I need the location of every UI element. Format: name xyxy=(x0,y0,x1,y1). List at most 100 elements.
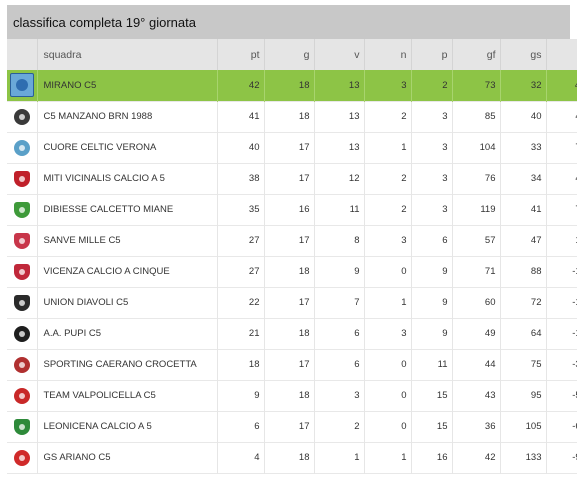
stat-dr: -31 xyxy=(572,359,577,370)
team-logo-cell xyxy=(7,256,38,287)
stat-gf: 36 xyxy=(452,411,501,442)
stat-dr: -15 xyxy=(572,328,577,339)
stat-p: 16 xyxy=(411,442,453,473)
stat-pt: 18 xyxy=(217,349,265,380)
team-crest-icon xyxy=(9,73,34,98)
header-team[interactable]: squadra xyxy=(37,39,218,70)
stat-v: 11 xyxy=(314,194,365,225)
header-gs[interactable]: gs xyxy=(500,39,547,70)
stat-p: 9 xyxy=(411,287,453,318)
stat-gf: 49 xyxy=(452,318,501,349)
header-v[interactable]: v xyxy=(314,39,365,70)
stat-p: 9 xyxy=(411,318,453,349)
stat-p: 3 xyxy=(411,163,453,194)
stat-pt: 27 xyxy=(217,256,265,287)
stat-p: 2 xyxy=(411,70,453,101)
heart-crest-icon xyxy=(13,139,30,156)
table-row[interactable]: DIBIESSE CALCETTO MIANE351611231194178 xyxy=(7,194,577,225)
stat-p: 3 xyxy=(411,132,453,163)
stat-pt: 21 xyxy=(217,318,265,349)
stat-p: 15 xyxy=(411,380,453,411)
stat-gs: 34 xyxy=(500,163,547,194)
stat-n: 3 xyxy=(364,318,412,349)
stat-v: 13 xyxy=(314,101,365,132)
stat-v: 6 xyxy=(314,349,365,380)
stat-n: 0 xyxy=(364,256,412,287)
team-crest-icon xyxy=(13,108,30,125)
header-p[interactable]: p xyxy=(411,39,453,70)
stat-gf: 73 xyxy=(452,70,501,101)
header-pt[interactable]: pt xyxy=(217,39,265,70)
team-name[interactable]: LEONICENA CALCIO A 5 xyxy=(37,411,218,442)
shield-crest-icon xyxy=(13,170,30,187)
round-crest-icon xyxy=(13,387,30,404)
round-crest-icon xyxy=(13,325,30,342)
stat-n: 0 xyxy=(364,349,412,380)
table-row[interactable]: CUORE CELTIC VERONA401713131043371 xyxy=(7,132,577,163)
header-n[interactable]: n xyxy=(364,39,412,70)
stat-v: 13 xyxy=(314,70,365,101)
team-name[interactable]: C5 MANZANO BRN 1988 xyxy=(37,101,218,132)
shield-crest-icon xyxy=(13,418,30,435)
team-logo-cell xyxy=(7,70,38,101)
team-name[interactable]: A.A. PUPI C5 xyxy=(37,318,218,349)
stat-p: 11 xyxy=(411,349,453,380)
stat-n: 3 xyxy=(364,225,412,256)
shield-crest-icon xyxy=(13,294,30,311)
team-logo-cell xyxy=(7,225,38,256)
stat-pt: 40 xyxy=(217,132,265,163)
team-name[interactable]: GS ARIANO C5 xyxy=(37,442,218,473)
team-logo-cell xyxy=(7,380,38,411)
header-logo xyxy=(7,39,38,70)
stat-pt: 35 xyxy=(217,194,265,225)
team-name[interactable]: TEAM VALPOLICELLA C5 xyxy=(37,380,218,411)
stat-pt: 27 xyxy=(217,225,265,256)
stat-gs: 41 xyxy=(500,194,547,225)
team-name[interactable]: UNION DIAVOLI C5 xyxy=(37,287,218,318)
stat-gf: 71 xyxy=(452,256,501,287)
team-name[interactable]: DIBIESSE CALCETTO MIANE xyxy=(37,194,218,225)
stat-pt: 41 xyxy=(217,101,265,132)
stat-dr: 78 xyxy=(546,194,577,225)
stat-n: 0 xyxy=(364,380,412,411)
header-dr[interactable]: dr xyxy=(546,39,577,70)
team-name[interactable]: VICENZA CALCIO A CINQUE xyxy=(37,256,218,287)
standings-title: classifica completa 19° giornata xyxy=(7,5,570,39)
stat-v: 9 xyxy=(314,256,365,287)
stat-dr: -91 xyxy=(572,452,577,463)
stat-dr: -52 xyxy=(572,390,577,401)
team-name[interactable]: CUORE CELTIC VERONA xyxy=(37,132,218,163)
stat-gf: 85 xyxy=(452,101,501,132)
team-name[interactable]: MITI VICINALIS CALCIO A 5 xyxy=(37,163,218,194)
header-gf[interactable]: gf xyxy=(452,39,501,70)
table-row[interactable]: SANVE MILLE C52717836574710 xyxy=(7,225,577,256)
table-row[interactable]: C5 MANZANO BRN 198841181323854045 xyxy=(7,101,577,132)
stat-v: 3 xyxy=(314,380,365,411)
team-name[interactable]: MIRANO C5 xyxy=(37,70,218,101)
stat-n: 1 xyxy=(364,132,412,163)
table-row[interactable]: MITI VICINALIS CALCIO A 538171223763442 xyxy=(7,163,577,194)
stat-g: 17 xyxy=(264,163,315,194)
team-name[interactable]: SANVE MILLE C5 xyxy=(37,225,218,256)
stat-g: 18 xyxy=(264,70,315,101)
header-g[interactable]: g xyxy=(264,39,315,70)
stat-gf: 119 xyxy=(452,194,501,225)
stat-gf: 104 xyxy=(452,132,501,163)
stat-pt: 38 xyxy=(217,163,265,194)
team-name[interactable]: SPORTING CAERANO CROCETTA xyxy=(37,349,218,380)
table-row[interactable]: MIRANO C542181332733241 xyxy=(7,70,577,101)
stat-n: 3 xyxy=(364,70,412,101)
stat-g: 17 xyxy=(264,411,315,442)
stat-gs: 105 xyxy=(500,411,547,442)
standings-widget: classifica completa 19° giornata squadra… xyxy=(7,5,577,474)
round-crest-icon xyxy=(13,449,30,466)
stat-v: 8 xyxy=(314,225,365,256)
team-logo-cell xyxy=(7,194,38,225)
